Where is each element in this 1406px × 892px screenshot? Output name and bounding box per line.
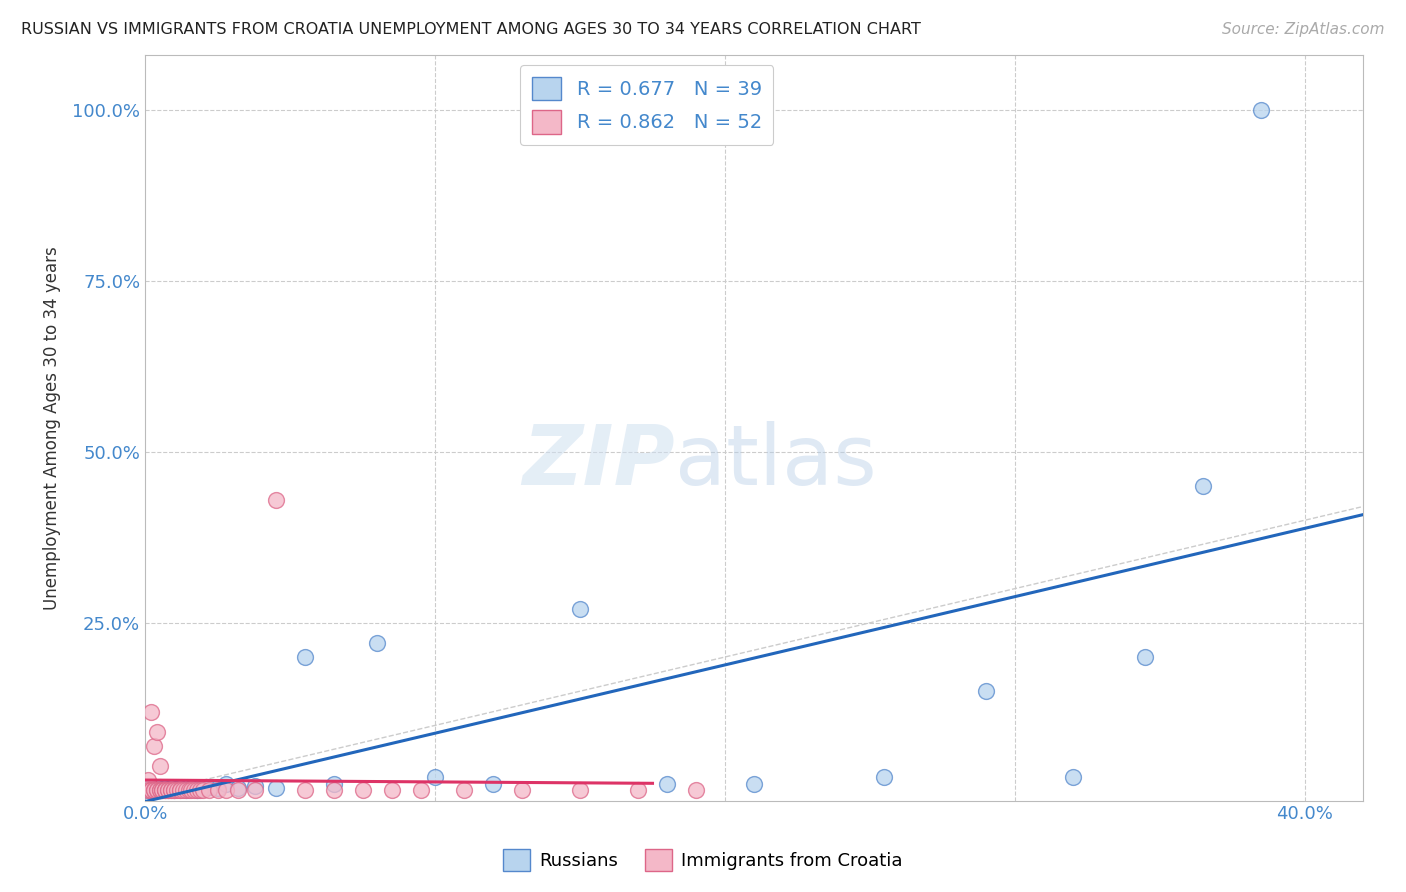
Point — [569, 783, 592, 797]
Point — [873, 770, 896, 784]
Point — [155, 783, 177, 797]
Point — [655, 776, 678, 790]
Point — [149, 780, 172, 794]
Point — [145, 783, 167, 797]
Point — [163, 783, 186, 797]
Point — [157, 783, 180, 797]
Point — [1192, 479, 1215, 493]
Point — [294, 650, 316, 665]
Point — [264, 492, 287, 507]
Point — [198, 780, 221, 794]
Point — [142, 783, 165, 797]
Point — [482, 776, 505, 790]
Point — [163, 783, 186, 797]
Point — [264, 781, 287, 796]
Point — [180, 781, 202, 796]
Legend: R = 0.677   N = 39, R = 0.862   N = 52: R = 0.677 N = 39, R = 0.862 N = 52 — [520, 65, 773, 145]
Point — [139, 783, 162, 797]
Point — [215, 776, 238, 790]
Point — [685, 783, 707, 797]
Point — [245, 779, 267, 793]
Point — [226, 781, 249, 796]
Text: Source: ZipAtlas.com: Source: ZipAtlas.com — [1222, 22, 1385, 37]
Point — [174, 783, 197, 797]
Point — [163, 783, 186, 797]
Point — [160, 783, 183, 797]
Point — [409, 783, 432, 797]
Point — [627, 783, 650, 797]
Point — [169, 783, 191, 797]
Point — [157, 783, 180, 797]
Point — [352, 783, 374, 797]
Point — [169, 781, 191, 796]
Point — [423, 770, 446, 784]
Point — [149, 783, 172, 797]
Point — [207, 781, 229, 796]
Point — [142, 783, 165, 797]
Point — [166, 783, 188, 797]
Point — [974, 684, 997, 698]
Point — [142, 739, 165, 753]
Point — [366, 636, 388, 650]
Point — [1135, 650, 1157, 665]
Point — [152, 783, 174, 797]
Text: RUSSIAN VS IMMIGRANTS FROM CROATIA UNEMPLOYMENT AMONG AGES 30 TO 34 YEARS CORREL: RUSSIAN VS IMMIGRANTS FROM CROATIA UNEMP… — [21, 22, 921, 37]
Point — [510, 783, 533, 797]
Point — [142, 783, 165, 797]
Point — [742, 776, 765, 790]
Point — [177, 783, 200, 797]
Point — [145, 783, 167, 797]
Point — [294, 783, 316, 797]
Point — [1250, 103, 1272, 117]
Point — [139, 705, 162, 719]
Point — [380, 783, 402, 797]
Point — [186, 783, 208, 797]
Point — [322, 783, 344, 797]
Point — [198, 783, 221, 797]
Point — [180, 783, 202, 797]
Y-axis label: Unemployment Among Ages 30 to 34 years: Unemployment Among Ages 30 to 34 years — [44, 246, 60, 610]
Point — [139, 780, 162, 794]
Point — [188, 783, 211, 797]
Point — [186, 783, 208, 797]
Point — [149, 783, 172, 797]
Point — [569, 602, 592, 616]
Point — [183, 783, 205, 797]
Point — [145, 783, 167, 797]
Point — [155, 781, 177, 796]
Point — [145, 781, 167, 796]
Text: atlas: atlas — [675, 421, 876, 502]
Point — [191, 781, 214, 796]
Point — [145, 725, 167, 739]
Point — [136, 783, 159, 797]
Point — [160, 781, 183, 796]
Point — [152, 783, 174, 797]
Point — [136, 783, 159, 797]
Point — [155, 783, 177, 797]
Point — [142, 780, 165, 794]
Point — [172, 783, 194, 797]
Point — [136, 773, 159, 788]
Point — [191, 783, 214, 797]
Point — [245, 783, 267, 797]
Point — [160, 783, 183, 797]
Point — [226, 783, 249, 797]
Point — [1062, 770, 1084, 784]
Point — [152, 783, 174, 797]
Point — [169, 783, 191, 797]
Point — [149, 759, 172, 773]
Text: ZIP: ZIP — [522, 421, 675, 502]
Point — [207, 783, 229, 797]
Point — [149, 783, 172, 797]
Point — [139, 783, 162, 797]
Legend: Russians, Immigrants from Croatia: Russians, Immigrants from Croatia — [496, 842, 910, 879]
Point — [322, 776, 344, 790]
Point — [215, 783, 238, 797]
Point — [453, 783, 475, 797]
Point — [155, 783, 177, 797]
Point — [139, 783, 162, 797]
Point — [174, 783, 197, 797]
Point — [157, 783, 180, 797]
